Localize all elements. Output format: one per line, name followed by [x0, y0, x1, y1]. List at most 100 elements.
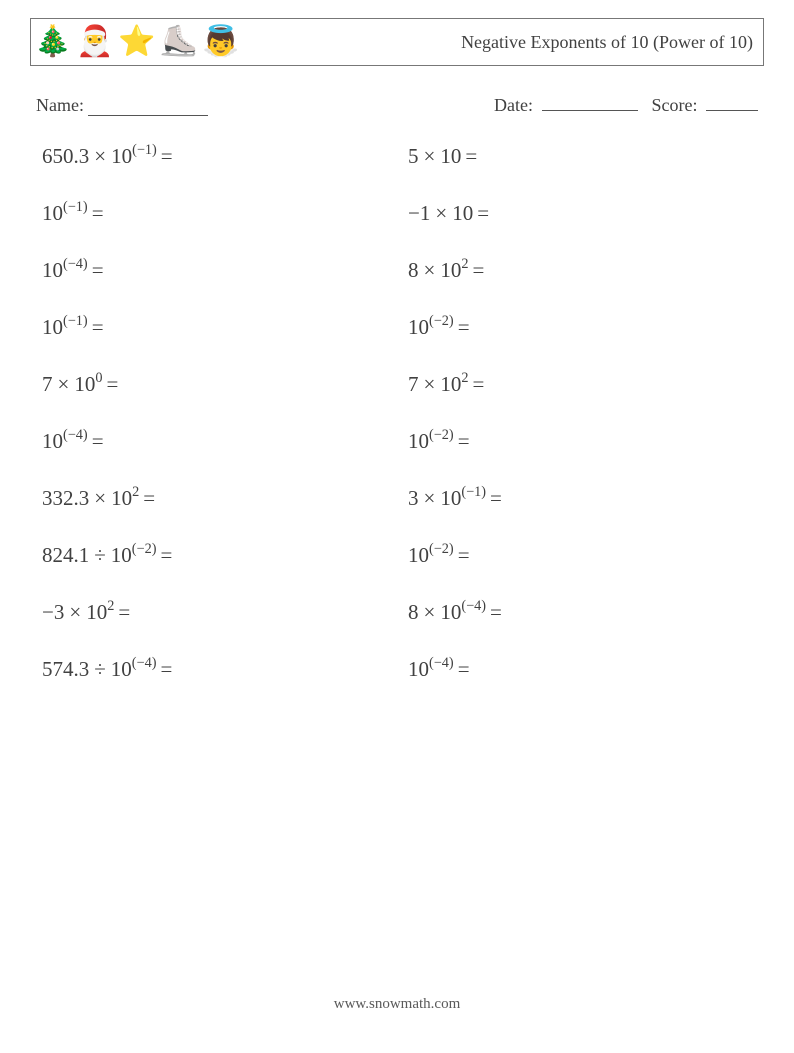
- term: 8: [408, 258, 419, 283]
- page-title: Negative Exponents of 10 (Power of 10): [461, 32, 753, 53]
- term: 10: [452, 201, 473, 226]
- term: 10(−2): [111, 543, 157, 568]
- term: 10(−2): [408, 543, 454, 568]
- term: 102: [86, 600, 114, 625]
- term: 574.3: [42, 657, 89, 682]
- exponent: 2: [461, 256, 468, 272]
- date-blank[interactable]: [542, 94, 638, 111]
- times-operator: ×: [64, 600, 86, 625]
- equals: =: [486, 600, 502, 625]
- date-field: Date:: [494, 94, 637, 116]
- equals: =: [468, 372, 484, 397]
- equals: =: [486, 486, 502, 511]
- term: 824.1: [42, 543, 89, 568]
- exponent: (−2): [429, 541, 454, 557]
- term: −1: [408, 201, 430, 226]
- times-operator: ×: [53, 372, 75, 397]
- times-operator: ×: [419, 258, 441, 283]
- equals: =: [454, 429, 470, 454]
- times-operator: ×: [419, 372, 441, 397]
- problem: 10(−4) =: [408, 655, 728, 683]
- problem: 824.1÷10(−2) =: [42, 541, 408, 569]
- exponent: (−1): [132, 142, 157, 158]
- worksheet-page: 🎄 🎅 ⭐ ⛸️ 👼 Negative Exponents of 10 (Pow…: [0, 0, 794, 1053]
- term: 10(−2): [408, 429, 454, 454]
- footer-text: www.snowmath.com: [0, 996, 794, 1013]
- problem: 10(−1) =: [42, 199, 408, 227]
- term: 10(−4): [111, 657, 157, 682]
- problem: 10(−2) =: [408, 427, 728, 455]
- problem: 7×102 =: [408, 370, 728, 398]
- exponent: (−2): [429, 427, 454, 443]
- angel-icon: 👼: [203, 24, 239, 60]
- exponent: (−2): [429, 313, 454, 329]
- equals: =: [157, 144, 173, 169]
- exponent: (−4): [132, 655, 157, 671]
- problem: −3×102 =: [42, 598, 408, 626]
- term: 7: [408, 372, 419, 397]
- exponent: (−2): [132, 541, 157, 557]
- name-field: Name:: [36, 94, 494, 116]
- problem: 650.3×10(−1) =: [42, 142, 408, 170]
- term: 102: [111, 486, 139, 511]
- info-row: Name: Date: Score:: [30, 94, 764, 116]
- problem: 5×10 =: [408, 142, 728, 170]
- exponent: (−4): [63, 427, 88, 443]
- problem: 10(−1) =: [42, 313, 408, 341]
- exponent: (−1): [63, 199, 88, 215]
- header-box: 🎄 🎅 ⭐ ⛸️ 👼 Negative Exponents of 10 (Pow…: [30, 18, 764, 66]
- problem: 10(−4) =: [42, 427, 408, 455]
- times-operator: ×: [419, 486, 441, 511]
- problem: 7×100 =: [42, 370, 408, 398]
- exponent: (−4): [429, 655, 454, 671]
- term: 100: [74, 372, 102, 397]
- equals: =: [114, 600, 130, 625]
- term: 10(−1): [440, 486, 486, 511]
- term: −3: [42, 600, 64, 625]
- equals: =: [156, 543, 172, 568]
- exponent: (−4): [63, 256, 88, 272]
- exponent: 0: [95, 370, 102, 386]
- equals: =: [454, 543, 470, 568]
- exponent: (−1): [63, 313, 88, 329]
- term: 332.3: [42, 486, 89, 511]
- equals: =: [102, 372, 118, 397]
- exponent: 2: [132, 484, 139, 500]
- equals: =: [139, 486, 155, 511]
- term: 10(−4): [440, 600, 486, 625]
- equals: =: [156, 657, 172, 682]
- term: 10(−1): [42, 315, 88, 340]
- name-blank[interactable]: [88, 99, 208, 116]
- problem: 10(−4) =: [42, 256, 408, 284]
- problem: 8×10(−4) =: [408, 598, 728, 626]
- date-label: Date:: [494, 95, 533, 115]
- ice-skate-icon: ⛸️: [161, 24, 197, 60]
- equals: =: [88, 315, 104, 340]
- term: 10: [440, 144, 461, 169]
- term: 10(−1): [111, 144, 157, 169]
- equals: =: [454, 657, 470, 682]
- exponent: 2: [107, 598, 114, 614]
- problems-grid: 650.3×10(−1) =5×10 =10(−1) =−1×10 =10(−4…: [30, 142, 764, 683]
- term: 10(−1): [42, 201, 88, 226]
- problem: −1×10 =: [408, 199, 728, 227]
- equals: =: [88, 429, 104, 454]
- term: 3: [408, 486, 419, 511]
- problem: 8×102 =: [408, 256, 728, 284]
- problem: 10(−2) =: [408, 541, 728, 569]
- score-label: Score:: [652, 95, 698, 115]
- score-blank[interactable]: [706, 94, 758, 111]
- equals: =: [88, 201, 104, 226]
- term: 10(−4): [408, 657, 454, 682]
- times-operator: ×: [419, 600, 441, 625]
- equals: =: [88, 258, 104, 283]
- header-icons: 🎄 🎅 ⭐ ⛸️ 👼: [35, 24, 239, 60]
- term: 102: [440, 258, 468, 283]
- term: 5: [408, 144, 419, 169]
- times-operator: ×: [89, 486, 111, 511]
- santa-hat-icon: 🎅: [77, 24, 113, 60]
- equals: =: [473, 201, 489, 226]
- star-icon: ⭐: [119, 24, 155, 60]
- times-operator: ×: [419, 144, 441, 169]
- term: 7: [42, 372, 53, 397]
